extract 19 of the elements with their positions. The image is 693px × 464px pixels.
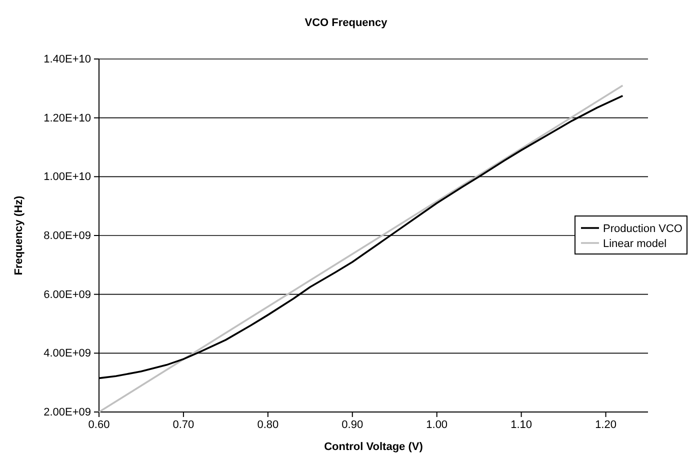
legend-label: Linear model [603, 238, 667, 250]
x-tick-label: 0.70 [172, 418, 194, 431]
x-tick-label: 1.10 [510, 418, 532, 431]
y-tick-label: 8.00E+09 [44, 230, 91, 242]
y-tick-label: 6.00E+09 [44, 288, 91, 301]
x-tick-label: 0.60 [88, 418, 110, 431]
y-tick-label: 1.20E+10 [44, 112, 91, 124]
y-tick-label: 4.00E+09 [44, 348, 91, 360]
x-tick-label: 0.80 [257, 418, 279, 431]
x-tick-label: 1.00 [426, 418, 448, 431]
chart-title: VCO Frequency [304, 17, 388, 29]
y-axis-title: Frequency (Hz) [13, 195, 25, 276]
x-axis-title: Control Voltage (V) [324, 441, 424, 453]
x-tick-label: 1.20 [595, 418, 616, 431]
legend-label: Production VCO [603, 223, 683, 235]
y-tick-label: 1.40E+10 [44, 54, 91, 66]
x-tick-label: 0.90 [342, 418, 364, 431]
y-tick-label: 1.00E+10 [44, 171, 91, 184]
y-tick-label: 2.00E+09 [44, 406, 91, 419]
